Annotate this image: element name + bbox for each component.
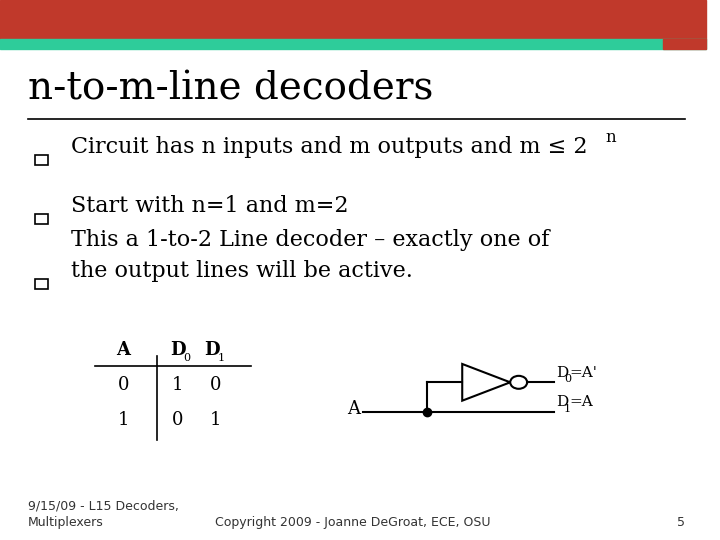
Bar	[0, 0, 706, 39]
Text: D: D	[204, 341, 220, 359]
Text: Start with n=1 and m=2: Start with n=1 and m=2	[71, 195, 348, 217]
Text: n-to-m-line decoders: n-to-m-line decoders	[28, 70, 433, 107]
Text: Circuit has n inputs and m outputs and m ≤ 2: Circuit has n inputs and m outputs and m…	[71, 136, 587, 158]
Text: 0: 0	[184, 353, 191, 363]
Text: 1: 1	[210, 411, 221, 429]
Text: D: D	[556, 395, 568, 409]
Text: 0: 0	[564, 374, 571, 384]
Text: 1: 1	[118, 411, 130, 429]
Text: D: D	[170, 341, 186, 359]
Bar	[0, 39, 706, 49]
Text: =A: =A	[570, 395, 593, 409]
Text: 5: 5	[677, 516, 685, 529]
Text: 0: 0	[118, 376, 130, 394]
Bar	[35, 214, 48, 224]
Text: D: D	[556, 366, 568, 380]
Text: 9/15/09 - L15 Decoders,
Multiplexers: 9/15/09 - L15 Decoders, Multiplexers	[28, 499, 179, 529]
Bar	[35, 155, 48, 165]
Text: 1: 1	[172, 376, 184, 394]
Text: 1: 1	[217, 353, 225, 363]
Text: A: A	[117, 341, 130, 359]
Text: n: n	[606, 129, 616, 146]
Text: 1: 1	[564, 403, 571, 414]
Text: 0: 0	[210, 376, 221, 394]
Text: This a 1-to-2 Line decoder – exactly one of
the output lines will be active.: This a 1-to-2 Line decoder – exactly one…	[71, 230, 549, 282]
Bar	[663, 39, 706, 49]
Bar	[35, 279, 48, 289]
Text: Copyright 2009 - Joanne DeGroat, ECE, OSU: Copyright 2009 - Joanne DeGroat, ECE, OS…	[215, 516, 490, 529]
Text: 0: 0	[172, 411, 184, 429]
Text: A: A	[347, 400, 360, 418]
Text: =A': =A'	[570, 366, 598, 380]
